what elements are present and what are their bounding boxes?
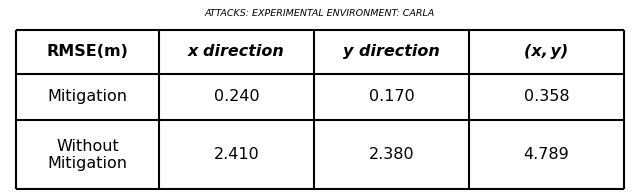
Text: 2.410: 2.410 [214, 147, 259, 162]
Text: RMSE(m): RMSE(m) [47, 44, 129, 59]
Text: ATTACKS: EXPERIMENTAL ENVIRONMENT: CARLA: ATTACKS: EXPERIMENTAL ENVIRONMENT: CARLA [205, 9, 435, 18]
Text: 4.789: 4.789 [524, 147, 570, 162]
Text: 0.358: 0.358 [524, 89, 570, 104]
Text: Mitigation: Mitigation [47, 89, 127, 104]
Text: y direction: y direction [343, 44, 440, 59]
Text: (x, y): (x, y) [524, 44, 568, 59]
Text: x direction: x direction [188, 44, 285, 59]
Text: 2.380: 2.380 [369, 147, 414, 162]
Text: Without
Mitigation: Without Mitigation [47, 139, 127, 171]
Text: 0.240: 0.240 [214, 89, 259, 104]
Text: 0.170: 0.170 [369, 89, 414, 104]
